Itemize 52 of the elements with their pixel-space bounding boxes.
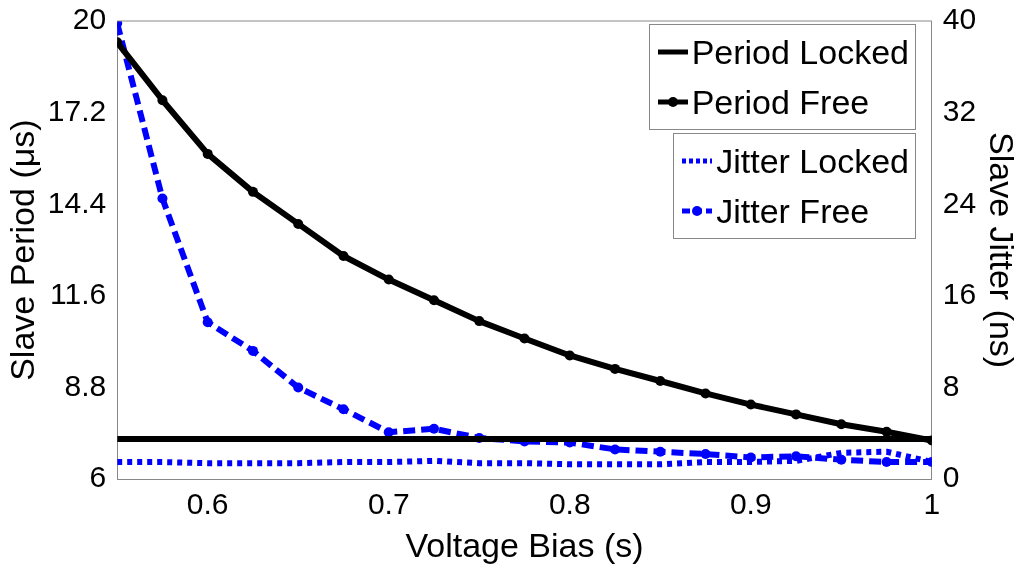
y2-tick-label: 24 [942,185,977,219]
y-tick-label: 8.8 [64,368,107,402]
point [881,457,892,468]
point [202,148,213,159]
point [338,404,349,415]
x-tick-label: 0.7 [367,487,410,521]
y2-tick-label: 8 [942,368,960,402]
y2-tick-label: 40 [942,2,977,36]
point [791,409,802,420]
point [655,376,666,387]
legend-label: Period Free [691,82,870,123]
y2-axis-title: Slave Jitter (ns) [983,132,1022,369]
point [247,186,258,197]
y-tick-label: 17.2 [47,93,107,127]
point [202,317,213,328]
x-tick-label: 1 [923,487,941,521]
point [700,449,711,459]
point [745,399,756,410]
point [157,95,168,106]
x-axis-title: Voltage Bias (s) [405,525,644,564]
point [836,419,847,430]
point [655,446,666,457]
point [610,444,621,455]
point [428,423,439,434]
point [383,274,394,285]
point [881,426,892,437]
x-tick-label: 0.9 [729,487,772,521]
point [474,316,485,327]
legend-label: Jitter Locked [716,141,909,182]
y2-tick-label: 32 [942,93,977,127]
point [338,250,349,261]
x-tick-label: 0.6 [186,487,229,521]
point [293,382,304,393]
y-tick-label: 14.4 [47,185,107,219]
y2-tick-label: 16 [942,277,977,311]
point [247,345,258,356]
point [836,454,847,465]
point [428,295,439,306]
y-axis-title: Slave Period (μs) [2,119,41,381]
point [610,363,621,374]
legend-label: Period Locked [691,32,909,73]
point [564,350,575,361]
point [700,388,711,399]
y-tick-label: 6 [89,460,107,494]
point [157,193,168,204]
legend-label: Jitter Free [716,191,870,232]
point [519,333,530,344]
y2-tick-label: 0 [942,460,960,494]
y-tick-label: 20 [72,2,107,36]
point [293,218,304,229]
x-tick-label: 0.8 [548,487,591,521]
y-tick-label: 11.6 [50,277,107,311]
